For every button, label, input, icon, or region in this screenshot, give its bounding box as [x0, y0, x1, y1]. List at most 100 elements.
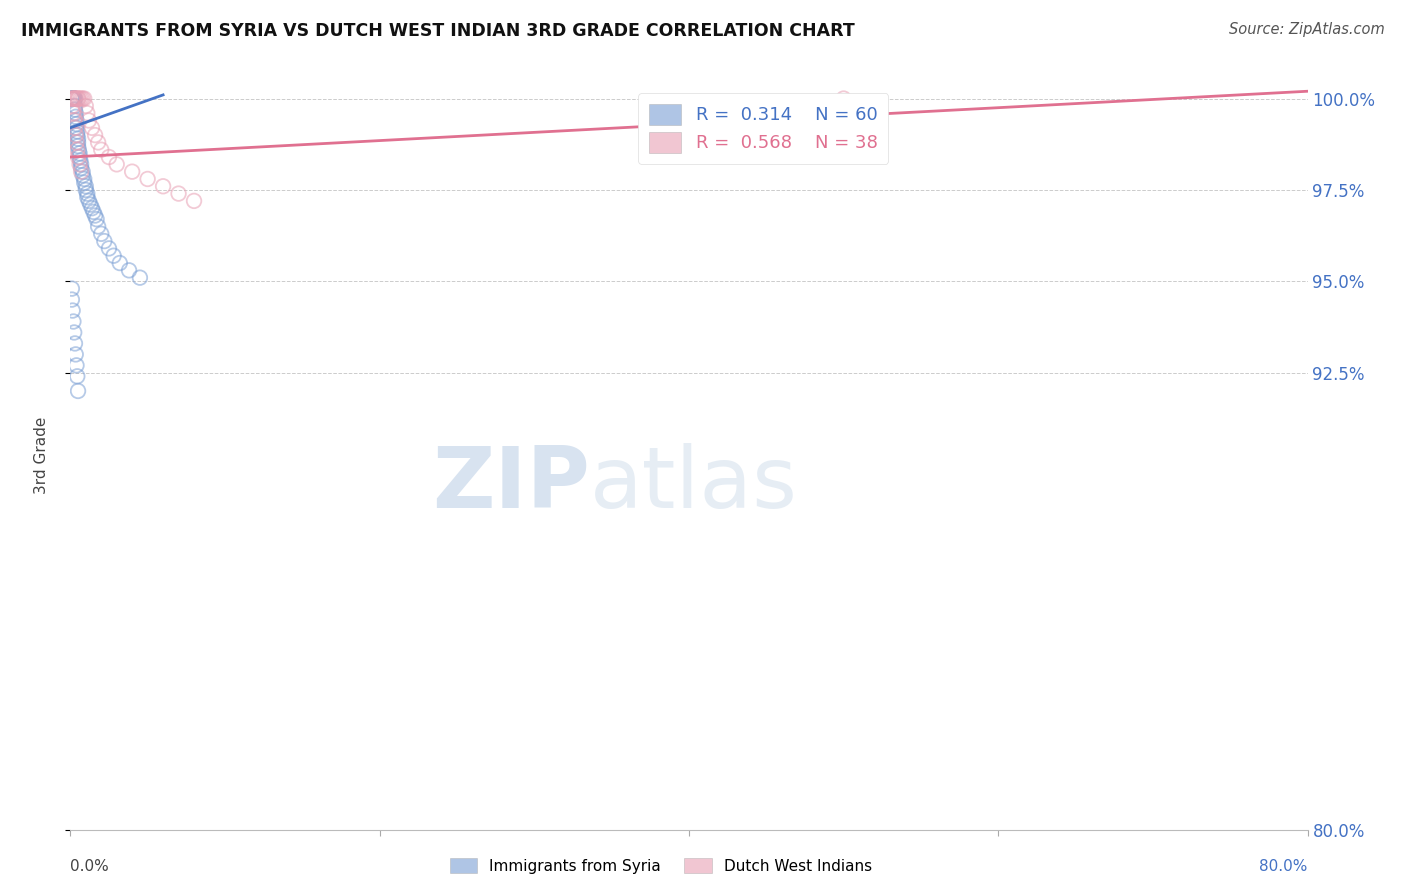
Point [62, 91, 84, 105]
Point [62, 91, 84, 105]
Point [67, 139, 90, 153]
Point [67, 384, 90, 398]
Point [62, 91, 84, 105]
Point [69, 91, 91, 105]
Point [90, 143, 112, 157]
Point [77, 113, 100, 128]
Point [63, 99, 86, 113]
Point [62, 303, 84, 318]
Point [73, 176, 96, 190]
Point [66, 143, 89, 157]
Text: IMMIGRANTS FROM SYRIA VS DUTCH WEST INDIAN 3RD GRADE CORRELATION CHART: IMMIGRANTS FROM SYRIA VS DUTCH WEST INDI… [21, 22, 855, 40]
Point [87, 219, 110, 234]
Point [63, 113, 86, 128]
Point [72, 91, 94, 105]
Point [93, 234, 115, 248]
Point [62, 106, 84, 120]
Point [62, 91, 84, 105]
Point [75, 179, 97, 194]
Point [65, 136, 87, 150]
Point [72, 169, 94, 183]
Text: ZIP: ZIP [432, 443, 591, 526]
Point [103, 249, 125, 263]
Point [98, 150, 120, 164]
Point [62, 91, 84, 105]
Point [65, 113, 87, 128]
Point [60, 91, 83, 105]
Legend: Immigrants from Syria, Dutch West Indians: Immigrants from Syria, Dutch West Indian… [443, 852, 879, 880]
Point [79, 197, 101, 211]
Point [98, 241, 120, 255]
Point [69, 146, 91, 161]
Point [77, 194, 100, 208]
Point [66, 128, 89, 142]
Point [60, 282, 83, 296]
Point [67, 132, 90, 146]
Point [152, 179, 174, 194]
Point [87, 136, 110, 150]
Point [67, 136, 90, 150]
Point [62, 99, 84, 113]
Point [70, 164, 93, 178]
Point [67, 150, 90, 164]
Point [136, 172, 159, 186]
Point [63, 91, 86, 105]
Point [67, 91, 90, 105]
Point [60, 91, 83, 105]
Point [76, 186, 98, 201]
Point [73, 172, 96, 186]
Point [76, 190, 98, 204]
Point [63, 336, 86, 351]
Point [62, 314, 84, 328]
Point [65, 117, 87, 131]
Point [129, 270, 152, 285]
Point [65, 106, 87, 120]
Legend: R =  0.314    N = 60, R =  0.568    N = 38: R = 0.314 N = 60, R = 0.568 N = 38 [638, 93, 889, 163]
Point [65, 120, 87, 135]
Point [86, 212, 108, 227]
Text: Source: ZipAtlas.com: Source: ZipAtlas.com [1229, 22, 1385, 37]
Point [72, 164, 94, 178]
Point [70, 161, 93, 175]
Point [80, 120, 103, 135]
Text: 80.0%: 80.0% [1260, 859, 1308, 874]
Point [65, 128, 87, 142]
Point [84, 128, 107, 142]
Point [67, 143, 90, 157]
Point [105, 157, 128, 171]
Point [63, 91, 86, 105]
Point [84, 209, 107, 223]
Point [76, 106, 98, 120]
Point [62, 91, 84, 105]
Point [60, 91, 83, 105]
Point [63, 326, 86, 340]
Point [73, 91, 96, 105]
Point [66, 369, 89, 384]
Point [65, 110, 87, 124]
Point [69, 157, 91, 171]
Point [80, 201, 103, 215]
Point [108, 256, 131, 270]
Point [75, 183, 97, 197]
Point [70, 157, 93, 171]
Point [82, 205, 105, 219]
Point [65, 91, 87, 105]
Point [832, 91, 855, 105]
Point [118, 263, 141, 277]
Point [63, 120, 86, 135]
Point [60, 293, 83, 307]
Point [62, 91, 84, 105]
Point [90, 227, 112, 241]
Point [67, 91, 90, 105]
Point [63, 91, 86, 105]
Point [69, 153, 91, 168]
Point [66, 124, 89, 138]
Point [69, 150, 91, 164]
Point [63, 91, 86, 105]
Point [63, 91, 86, 105]
Point [167, 186, 190, 201]
Text: atlas: atlas [591, 443, 799, 526]
Point [70, 91, 93, 105]
Text: 0.0%: 0.0% [70, 859, 110, 874]
Y-axis label: 3rd Grade: 3rd Grade [35, 417, 49, 493]
